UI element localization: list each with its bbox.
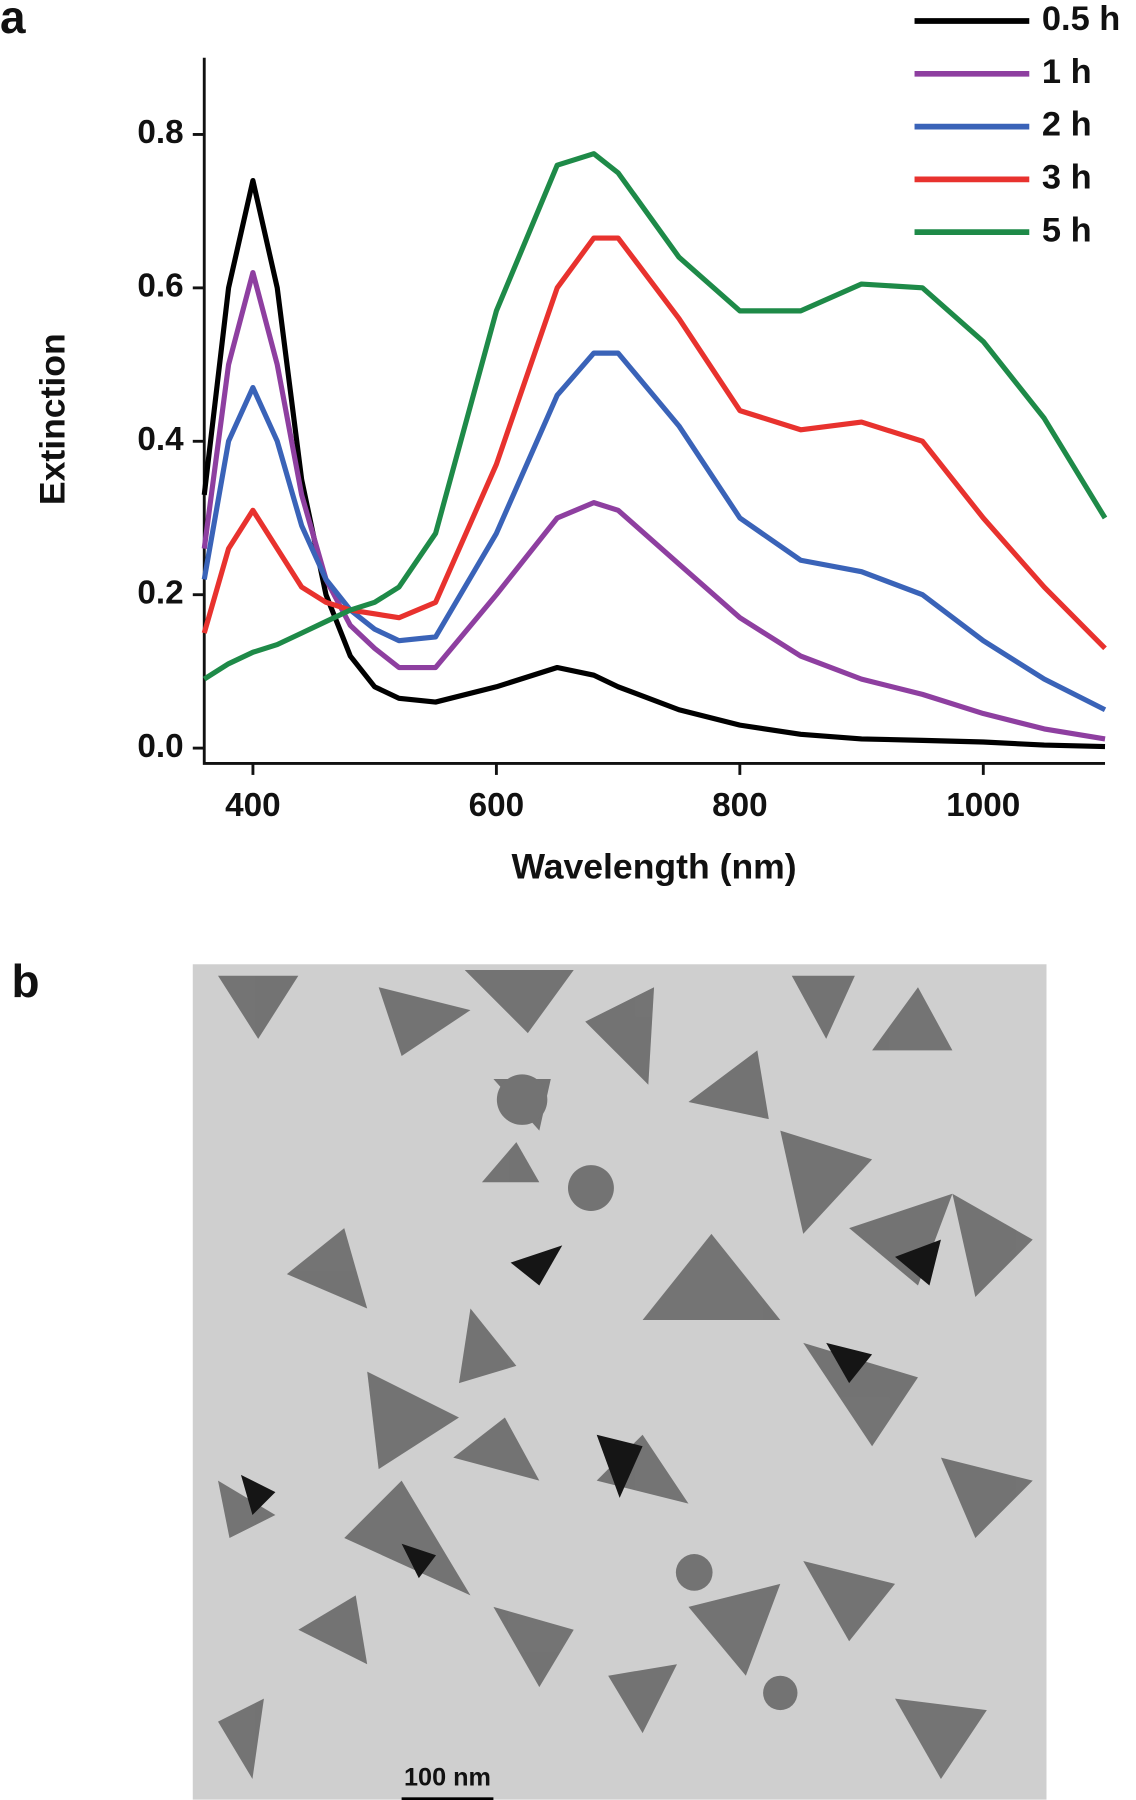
y-axis-label: Extinction (32, 333, 72, 505)
prism (453, 1417, 540, 1481)
panel-label: a (0, 0, 26, 43)
prism (596, 1434, 643, 1498)
series-line (201, 235, 1107, 651)
series-line (201, 177, 1106, 750)
legend-label: 3 h (1042, 158, 1092, 196)
panel-label: b (11, 955, 39, 1007)
series-line (201, 269, 1106, 742)
dark-prisms (240, 1239, 941, 1579)
tem-image: 100 nm (192, 964, 1047, 1800)
x-tick-label: 1000 (946, 787, 1020, 824)
prism (218, 1480, 276, 1538)
y-tick-label: 0.0 (137, 728, 183, 765)
prism (298, 1595, 368, 1665)
prism (895, 1698, 987, 1779)
prism (585, 987, 655, 1085)
prism (481, 1142, 540, 1183)
nanodisk (675, 1554, 713, 1591)
prism (218, 1698, 264, 1779)
x-tick-label: 800 (712, 787, 768, 824)
prism (688, 1050, 769, 1120)
y-tick-label: 0.2 (137, 574, 183, 611)
x-axis-label: Wavelength (nm) (511, 846, 796, 886)
prism (240, 1474, 276, 1516)
prism (940, 1457, 1033, 1538)
prism (608, 1664, 678, 1734)
prism (286, 1228, 368, 1309)
scale-bar (401, 1797, 494, 1800)
prism (791, 975, 855, 1039)
prism (464, 969, 574, 1034)
prism (872, 987, 953, 1051)
scale-bar-label: 100 nm (404, 1764, 491, 1792)
y-tick-label: 0.6 (137, 268, 183, 305)
prism (510, 1245, 563, 1286)
prism (952, 1193, 1033, 1298)
prism (458, 1308, 517, 1384)
nanodisk (763, 1675, 798, 1711)
prism (803, 1560, 896, 1642)
x-tick-label: 600 (469, 787, 525, 824)
prism (493, 1606, 574, 1688)
series-line (201, 350, 1107, 713)
prism (826, 1342, 873, 1384)
prism (218, 975, 299, 1039)
legend-label: 2 h (1042, 106, 1092, 144)
nanodisk (568, 1165, 614, 1211)
prism (642, 1233, 781, 1320)
prism (401, 1543, 437, 1579)
prism (895, 1239, 941, 1286)
x-tick-label: 400 (225, 787, 281, 824)
prism (688, 1583, 781, 1676)
y-tick-label: 0.4 (137, 421, 184, 458)
legend-label: 1 h (1042, 53, 1092, 91)
nanodisk (496, 1074, 548, 1125)
prism (367, 1371, 459, 1470)
axes (202, 57, 1106, 765)
prism (344, 1480, 471, 1596)
prism (780, 1130, 873, 1234)
legend-label: 0.5 h (1042, 0, 1120, 38)
legend-label: 5 h (1042, 211, 1092, 249)
y-tick-label: 0.8 (137, 114, 183, 151)
series-line (202, 151, 1108, 682)
